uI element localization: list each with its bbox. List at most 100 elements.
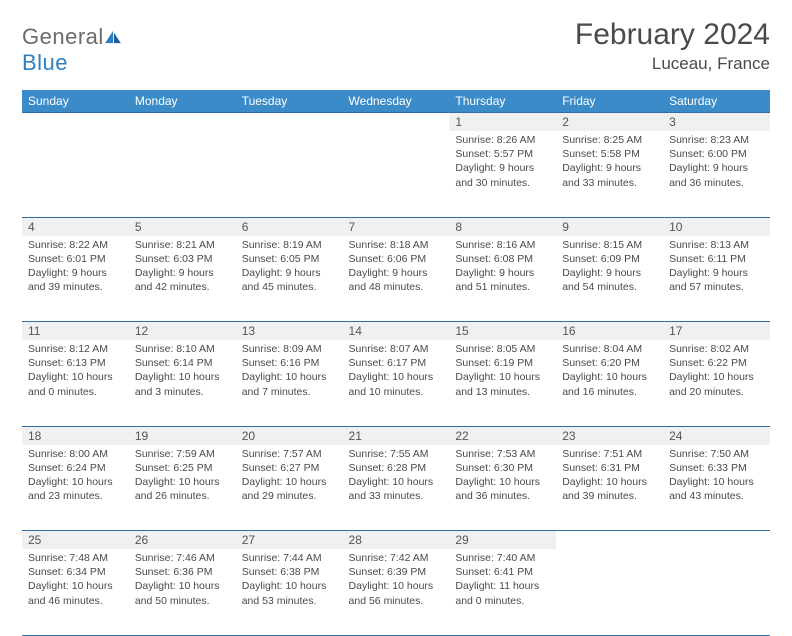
- day-header-saturday: Saturday: [663, 90, 770, 113]
- day-body-cell: Sunrise: 7:53 AMSunset: 6:30 PMDaylight:…: [449, 445, 556, 531]
- day-details: Sunrise: 8:22 AMSunset: 6:01 PMDaylight:…: [22, 236, 129, 299]
- page-title: February 2024: [575, 18, 770, 52]
- day-details: Sunrise: 7:40 AMSunset: 6:41 PMDaylight:…: [449, 549, 556, 612]
- day-body-cell: Sunrise: 7:59 AMSunset: 6:25 PMDaylight:…: [129, 445, 236, 531]
- day-body-cell: Sunrise: 8:13 AMSunset: 6:11 PMDaylight:…: [663, 236, 770, 322]
- day-details: Sunrise: 7:57 AMSunset: 6:27 PMDaylight:…: [236, 445, 343, 508]
- calendar-table: SundayMondayTuesdayWednesdayThursdayFrid…: [22, 90, 770, 636]
- day-header-thursday: Thursday: [449, 90, 556, 113]
- day-details: Sunrise: 8:04 AMSunset: 6:20 PMDaylight:…: [556, 340, 663, 403]
- day-number-cell: 3: [663, 113, 770, 132]
- day-number-cell: 6: [236, 217, 343, 236]
- day-body-cell: Sunrise: 7:46 AMSunset: 6:36 PMDaylight:…: [129, 549, 236, 635]
- day-header-row: SundayMondayTuesdayWednesdayThursdayFrid…: [22, 90, 770, 113]
- day-details: Sunrise: 8:10 AMSunset: 6:14 PMDaylight:…: [129, 340, 236, 403]
- day-body-cell: [22, 131, 129, 217]
- week-4-body-row: Sunrise: 7:48 AMSunset: 6:34 PMDaylight:…: [22, 549, 770, 635]
- day-body-cell: Sunrise: 7:44 AMSunset: 6:38 PMDaylight:…: [236, 549, 343, 635]
- day-number-cell: 19: [129, 426, 236, 445]
- day-details: Sunrise: 7:44 AMSunset: 6:38 PMDaylight:…: [236, 549, 343, 612]
- week-2-body-row: Sunrise: 8:12 AMSunset: 6:13 PMDaylight:…: [22, 340, 770, 426]
- week-2-num-row: 11121314151617: [22, 322, 770, 341]
- day-number-cell: 9: [556, 217, 663, 236]
- day-details: Sunrise: 8:23 AMSunset: 6:00 PMDaylight:…: [663, 131, 770, 194]
- day-body-cell: Sunrise: 7:42 AMSunset: 6:39 PMDaylight:…: [343, 549, 450, 635]
- day-body-cell: Sunrise: 7:57 AMSunset: 6:27 PMDaylight:…: [236, 445, 343, 531]
- day-number-cell: 27: [236, 531, 343, 550]
- day-number-cell: 24: [663, 426, 770, 445]
- day-body-cell: Sunrise: 8:09 AMSunset: 6:16 PMDaylight:…: [236, 340, 343, 426]
- week-1-num-row: 45678910: [22, 217, 770, 236]
- day-body-cell: Sunrise: 7:40 AMSunset: 6:41 PMDaylight:…: [449, 549, 556, 635]
- day-body-cell: Sunrise: 8:07 AMSunset: 6:17 PMDaylight:…: [343, 340, 450, 426]
- day-body-cell: Sunrise: 8:26 AMSunset: 5:57 PMDaylight:…: [449, 131, 556, 217]
- day-body-cell: Sunrise: 7:50 AMSunset: 6:33 PMDaylight:…: [663, 445, 770, 531]
- day-body-cell: Sunrise: 8:25 AMSunset: 5:58 PMDaylight:…: [556, 131, 663, 217]
- day-number-cell: 26: [129, 531, 236, 550]
- day-number-cell: 2: [556, 113, 663, 132]
- day-body-cell: Sunrise: 8:00 AMSunset: 6:24 PMDaylight:…: [22, 445, 129, 531]
- brand-part1: General: [22, 24, 104, 49]
- day-number-cell: [556, 531, 663, 550]
- day-body-cell: Sunrise: 8:19 AMSunset: 6:05 PMDaylight:…: [236, 236, 343, 322]
- day-number-cell: 16: [556, 322, 663, 341]
- day-number-cell: 22: [449, 426, 556, 445]
- day-number-cell: 7: [343, 217, 450, 236]
- day-header-monday: Monday: [129, 90, 236, 113]
- day-details: Sunrise: 7:53 AMSunset: 6:30 PMDaylight:…: [449, 445, 556, 508]
- day-number-cell: 14: [343, 322, 450, 341]
- day-header-wednesday: Wednesday: [343, 90, 450, 113]
- day-details: Sunrise: 7:51 AMSunset: 6:31 PMDaylight:…: [556, 445, 663, 508]
- day-header-tuesday: Tuesday: [236, 90, 343, 113]
- day-body-cell: Sunrise: 8:23 AMSunset: 6:00 PMDaylight:…: [663, 131, 770, 217]
- day-number-cell: 1: [449, 113, 556, 132]
- day-details: Sunrise: 8:00 AMSunset: 6:24 PMDaylight:…: [22, 445, 129, 508]
- day-number-cell: 28: [343, 531, 450, 550]
- location-label: Luceau, France: [575, 54, 770, 74]
- day-number-cell: 10: [663, 217, 770, 236]
- week-3-num-row: 18192021222324: [22, 426, 770, 445]
- day-number-cell: 8: [449, 217, 556, 236]
- day-number-cell: 4: [22, 217, 129, 236]
- day-details: Sunrise: 8:16 AMSunset: 6:08 PMDaylight:…: [449, 236, 556, 299]
- day-number-cell: [236, 113, 343, 132]
- day-details: Sunrise: 8:18 AMSunset: 6:06 PMDaylight:…: [343, 236, 450, 299]
- day-header-sunday: Sunday: [22, 90, 129, 113]
- day-number-cell: [129, 113, 236, 132]
- day-details: Sunrise: 7:46 AMSunset: 6:36 PMDaylight:…: [129, 549, 236, 612]
- day-number-cell: 17: [663, 322, 770, 341]
- day-number-cell: [22, 113, 129, 132]
- day-body-cell: Sunrise: 8:02 AMSunset: 6:22 PMDaylight:…: [663, 340, 770, 426]
- brand-text: General Blue: [22, 24, 122, 76]
- day-details: Sunrise: 8:26 AMSunset: 5:57 PMDaylight:…: [449, 131, 556, 194]
- day-number-cell: 11: [22, 322, 129, 341]
- day-details: Sunrise: 7:48 AMSunset: 6:34 PMDaylight:…: [22, 549, 129, 612]
- brand-logo: General Blue: [22, 18, 122, 76]
- day-body-cell: Sunrise: 8:10 AMSunset: 6:14 PMDaylight:…: [129, 340, 236, 426]
- day-details: Sunrise: 7:55 AMSunset: 6:28 PMDaylight:…: [343, 445, 450, 508]
- day-body-cell: Sunrise: 8:15 AMSunset: 6:09 PMDaylight:…: [556, 236, 663, 322]
- day-number-cell: 13: [236, 322, 343, 341]
- day-header-friday: Friday: [556, 90, 663, 113]
- day-body-cell: Sunrise: 8:05 AMSunset: 6:19 PMDaylight:…: [449, 340, 556, 426]
- day-body-cell: [343, 131, 450, 217]
- day-number-cell: 23: [556, 426, 663, 445]
- day-details: Sunrise: 7:50 AMSunset: 6:33 PMDaylight:…: [663, 445, 770, 508]
- day-body-cell: Sunrise: 8:04 AMSunset: 6:20 PMDaylight:…: [556, 340, 663, 426]
- day-body-cell: Sunrise: 8:21 AMSunset: 6:03 PMDaylight:…: [129, 236, 236, 322]
- week-0-body-row: Sunrise: 8:26 AMSunset: 5:57 PMDaylight:…: [22, 131, 770, 217]
- week-1-body-row: Sunrise: 8:22 AMSunset: 6:01 PMDaylight:…: [22, 236, 770, 322]
- day-body-cell: Sunrise: 8:16 AMSunset: 6:08 PMDaylight:…: [449, 236, 556, 322]
- day-body-cell: Sunrise: 7:48 AMSunset: 6:34 PMDaylight:…: [22, 549, 129, 635]
- header: General Blue February 2024 Luceau, Franc…: [22, 18, 770, 76]
- day-details: Sunrise: 8:21 AMSunset: 6:03 PMDaylight:…: [129, 236, 236, 299]
- day-details: Sunrise: 8:09 AMSunset: 6:16 PMDaylight:…: [236, 340, 343, 403]
- day-details: Sunrise: 8:15 AMSunset: 6:09 PMDaylight:…: [556, 236, 663, 299]
- day-body-cell: Sunrise: 8:22 AMSunset: 6:01 PMDaylight:…: [22, 236, 129, 322]
- day-number-cell: 18: [22, 426, 129, 445]
- day-number-cell: 15: [449, 322, 556, 341]
- day-details: Sunrise: 8:25 AMSunset: 5:58 PMDaylight:…: [556, 131, 663, 194]
- day-number-cell: 25: [22, 531, 129, 550]
- title-block: February 2024 Luceau, France: [575, 18, 770, 74]
- day-details: Sunrise: 8:05 AMSunset: 6:19 PMDaylight:…: [449, 340, 556, 403]
